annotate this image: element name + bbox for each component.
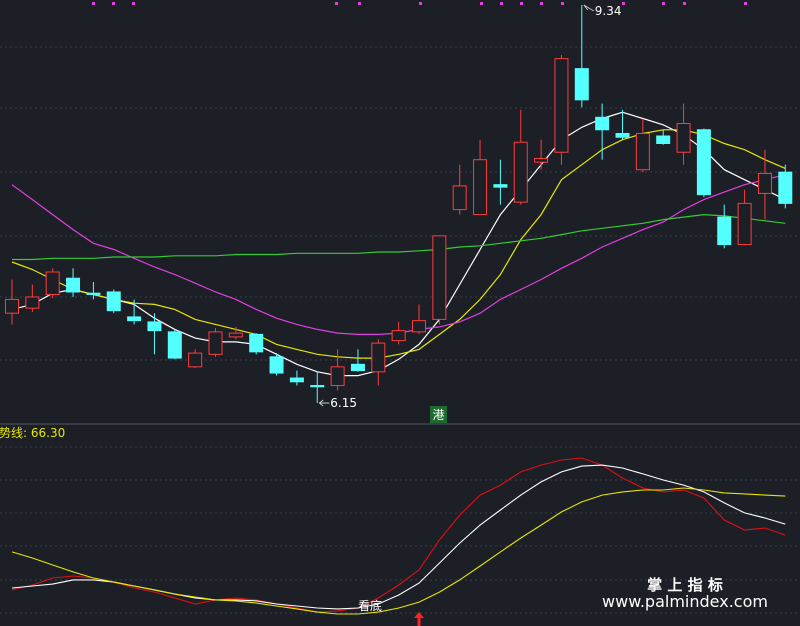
marker — [662, 2, 665, 5]
marker — [358, 2, 361, 5]
candle-body — [452, 185, 467, 211]
marker — [683, 2, 686, 5]
ma-line — [11, 111, 786, 377]
signal-arrow — [414, 612, 424, 626]
marker — [480, 2, 483, 5]
candle-body — [289, 377, 304, 383]
candle-body — [574, 68, 589, 101]
marker — [112, 2, 115, 5]
watermark-title: 掌 上 指 标 — [647, 576, 723, 594]
candle-body — [635, 133, 650, 171]
candle-body — [86, 292, 101, 295]
marker — [419, 2, 422, 5]
tag-text: 港 — [432, 408, 444, 422]
candle-body — [757, 172, 772, 194]
candle-body — [147, 321, 162, 332]
candles — [5, 5, 793, 403]
candle-body — [228, 332, 243, 338]
min-label: 6.15 — [330, 396, 357, 410]
marker — [540, 2, 543, 5]
tag-box — [430, 406, 447, 423]
candle-body — [615, 133, 630, 138]
candle-body — [676, 123, 691, 153]
candle-body — [350, 363, 365, 372]
indicator-lines — [11, 457, 786, 615]
indicator-line — [11, 457, 786, 613]
candle-body — [249, 333, 264, 353]
candle-body — [432, 235, 447, 320]
candle-body — [513, 141, 528, 203]
watermark-url: www.palmindex.com — [602, 592, 768, 611]
candle-body — [493, 184, 508, 188]
signal-text: 看底 — [358, 598, 382, 613]
candle-body — [25, 296, 40, 309]
marker — [561, 2, 564, 5]
candle-body — [188, 352, 203, 368]
candle-body — [778, 171, 793, 204]
candle-body — [45, 271, 60, 295]
indicator-line — [11, 487, 786, 615]
candle-body — [5, 298, 19, 314]
candle-body — [269, 356, 284, 374]
candle-body — [330, 366, 345, 387]
annotations: 势线: 66.30 港 看底 掌 上 指 标 www.palmindex.com… — [0, 4, 768, 626]
candle-body — [717, 216, 732, 246]
grid — [0, 46, 800, 614]
candle-body — [595, 116, 610, 131]
candle-body — [534, 157, 549, 163]
candle-body — [310, 385, 325, 388]
marker — [520, 2, 523, 5]
candle-body — [167, 331, 182, 359]
candle-body — [371, 342, 386, 373]
indicator-label: 势线: 66.30 — [0, 426, 65, 440]
max-arrow — [583, 4, 595, 12]
marker — [622, 2, 625, 5]
candle-body — [106, 291, 121, 312]
candle-body — [391, 330, 406, 342]
candle-body — [208, 331, 223, 355]
candle-body — [412, 320, 426, 333]
marker — [92, 2, 95, 5]
marker — [335, 2, 338, 5]
max-label: 9.34 — [595, 4, 622, 18]
marker — [132, 2, 135, 5]
candle-body — [127, 316, 142, 322]
candle-body — [473, 159, 488, 216]
ma-line — [12, 213, 786, 261]
candle-body — [554, 58, 569, 153]
candle-body — [696, 129, 711, 196]
marker — [500, 2, 503, 5]
candle-body — [656, 135, 671, 144]
candle-body — [66, 277, 81, 293]
candle-body — [737, 202, 752, 246]
ma-line — [11, 129, 786, 359]
min-arrow — [318, 399, 330, 407]
top-markers — [92, 2, 747, 5]
marker — [744, 2, 747, 5]
